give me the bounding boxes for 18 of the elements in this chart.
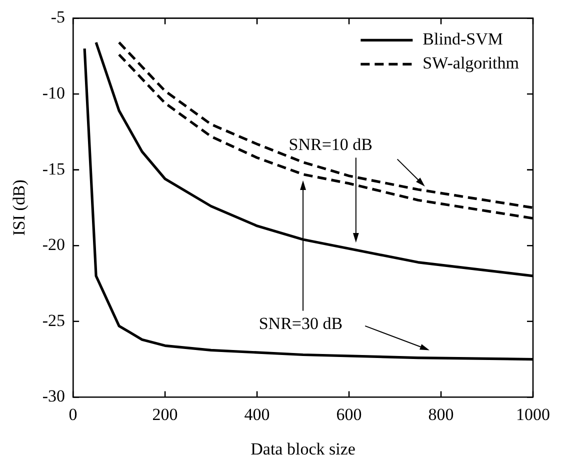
x-tick-label: 1000 xyxy=(516,404,550,424)
y-tick-label: -5 xyxy=(50,8,66,27)
legend-label: SW-algorithm xyxy=(422,54,520,73)
x-tick-label: 0 xyxy=(68,404,78,424)
y-tick-label: -10 xyxy=(42,83,66,102)
y-tick-label: -25 xyxy=(42,310,66,330)
legend-label: Blind-SVM xyxy=(422,30,503,49)
y-axis-title: ISI (dB) xyxy=(10,180,29,236)
x-tick-label: 600 xyxy=(336,404,362,424)
x-tick-label: 400 xyxy=(244,404,270,424)
y-tick-label: -15 xyxy=(42,159,66,178)
x-tick-label: 200 xyxy=(152,404,178,424)
annotation: SNR=30 dB xyxy=(258,314,343,333)
annotation: SNR=10 dB xyxy=(288,135,372,154)
x-axis-title: Data block size xyxy=(250,439,356,458)
x-tick-label: 800 xyxy=(428,404,454,424)
y-tick-label: -20 xyxy=(42,235,66,254)
y-tick-label: -30 xyxy=(42,386,66,406)
